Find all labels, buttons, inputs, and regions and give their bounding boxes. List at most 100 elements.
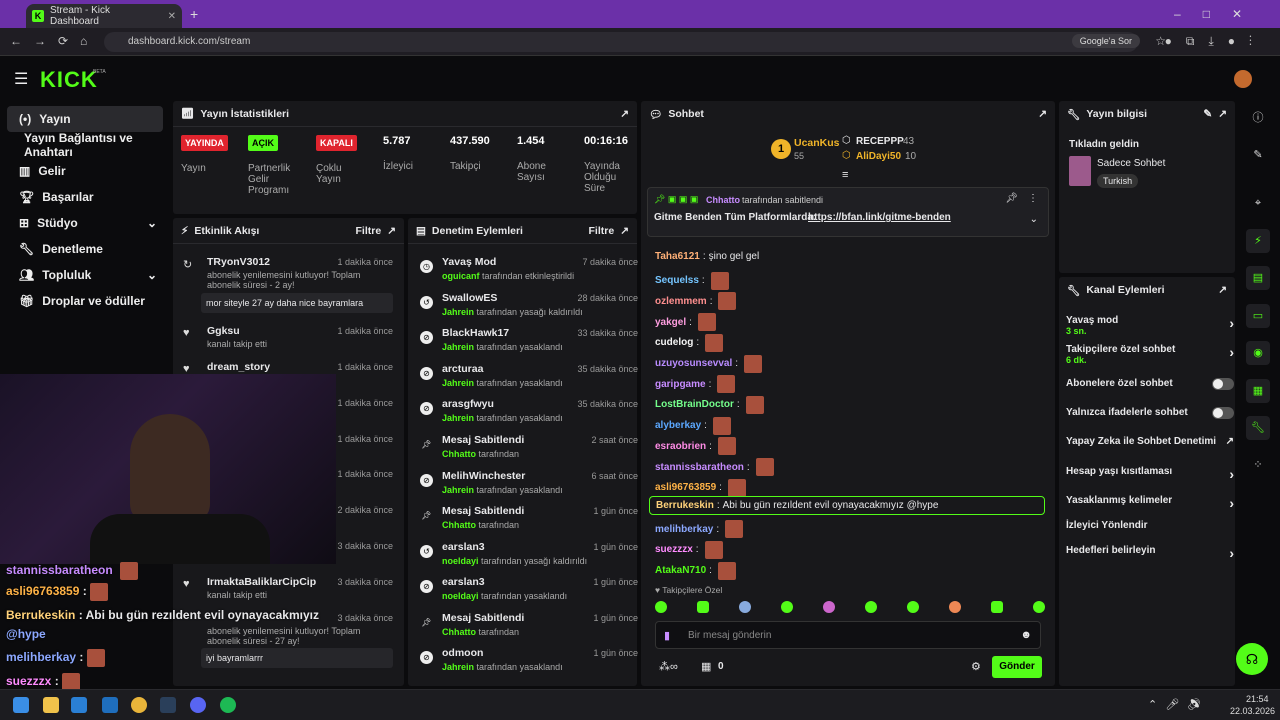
emote-icon[interactable] (991, 601, 1003, 613)
mod-target[interactable]: earslan3 (442, 576, 485, 588)
more-widgets-icon[interactable]: ⁘ (1253, 459, 1263, 471)
stream-tag[interactable]: Turkish (1097, 174, 1139, 188)
emote-icon[interactable] (739, 601, 751, 613)
event-user[interactable]: Ggksu (207, 325, 240, 337)
sidebar-item-stream-key[interactable]: Yayın Bağlantısı ve Anahtarı (7, 131, 163, 159)
action-account-age[interactable]: Hesap yaşı kısıtlaması › (1066, 466, 1234, 482)
chat-username[interactable]: esraobrien (655, 440, 707, 452)
collapse-leaderboard-icon[interactable]: ≡ (842, 169, 849, 181)
sidebar-item-denetleme[interactable]: 🔧︎ Denetleme (7, 236, 163, 262)
emote-icon[interactable] (655, 601, 667, 613)
emote-only-toggle[interactable] (1212, 407, 1234, 419)
mod-target[interactable]: BlackHawk17 (442, 327, 510, 339)
close-tab-icon[interactable]: ✕ (167, 10, 176, 22)
chat-username[interactable]: ozlemmem (655, 295, 707, 307)
hamburger-menu-icon[interactable]: ☰ (14, 71, 29, 88)
points-icon[interactable]: ⁂∞ (659, 661, 678, 673)
more-options-icon[interactable]: ⋮ (1028, 193, 1038, 204)
mod-actor[interactable]: noeldayi (442, 591, 479, 601)
chat-username[interactable]: Sequelss (655, 275, 699, 287)
chat-username[interactable]: yakgel (655, 316, 687, 328)
chat-input[interactable]: ▮ Bir mesaj gönderin ☻ (655, 621, 1041, 649)
mod-target[interactable]: arasgfwyu (442, 398, 494, 410)
leader-third-name[interactable]: AliDayi50 (856, 151, 902, 162)
mod-actor[interactable]: Jahrein (442, 307, 475, 317)
mod-actor[interactable]: Jahrein (442, 413, 475, 423)
popout-icon[interactable]: ↗ (620, 107, 629, 120)
stream-category[interactable]: Sadece Sohbet (1097, 158, 1166, 169)
avatar[interactable] (1234, 70, 1252, 88)
file-explorer-icon[interactable] (43, 697, 59, 713)
action-slow-mode[interactable]: Yavaş mod 3 sn. › (1066, 315, 1234, 339)
emote-icon[interactable] (697, 601, 709, 613)
system-tray-icons[interactable]: ⌃🎤︎🔊︎ (1148, 699, 1210, 711)
edit-icon[interactable]: ✎ (1203, 108, 1213, 120)
unpin-icon[interactable]: 📌︎ (1005, 193, 1018, 204)
popout-icon[interactable]: ↗ (1218, 284, 1227, 296)
mod-actor[interactable]: Jahrein (442, 342, 475, 352)
kick-logo[interactable]: KICK (40, 67, 98, 92)
steam-icon[interactable] (160, 697, 176, 713)
mod-actor[interactable]: Chhatto (442, 520, 476, 530)
chat-username[interactable]: garipgame (655, 378, 706, 390)
windows-start-icon[interactable] (13, 697, 29, 713)
lightning-icon[interactable]: ⚡︎ (1246, 229, 1270, 253)
sidebar-item-topluluk[interactable]: 👥︎ Topluluk ⌄ (7, 262, 163, 288)
mod-actor[interactable]: noeldayi (442, 556, 479, 566)
action-follower-only[interactable]: Takipçilere özel sohbet 6 dk. › (1066, 344, 1234, 368)
action-banned-words[interactable]: Yasaklanmış kelimeler › (1066, 495, 1234, 511)
sidebar-item-gelir[interactable]: ▥ Gelir (7, 158, 163, 184)
chat-username[interactable]: suezzzx (655, 544, 693, 556)
event-user[interactable]: TRyonV3012 (207, 256, 271, 268)
mod-target[interactable]: SwallowES (442, 292, 498, 304)
emote-icon[interactable] (907, 601, 919, 613)
sidebar-item-basarilar[interactable]: 🏆︎ Başarılar (7, 184, 163, 210)
wrench-icon[interactable]: 🔧︎ (1246, 416, 1270, 440)
chat-username[interactable]: AtakaN710 (655, 565, 707, 576)
send-button[interactable]: Gönder (992, 656, 1042, 678)
chat-bubble-icon[interactable]: ▭ (1246, 304, 1270, 328)
sidebar-item-droplar[interactable]: 🎁︎ Droplar ve ödüller (7, 288, 163, 314)
chat-username[interactable]: Taha6121 (655, 251, 700, 262)
chat-username[interactable]: uzuyosunsevval (655, 358, 733, 369)
chat-username[interactable]: LostBrainDoctor (655, 399, 734, 411)
popout-icon[interactable]: ↗ (387, 224, 396, 237)
discord-icon[interactable] (190, 697, 206, 713)
layout-icon[interactable]: ▦ (1246, 379, 1270, 403)
mod-actor[interactable]: Chhatto (442, 627, 476, 637)
gear-icon[interactable]: ⚙ (971, 661, 981, 673)
emote-icon[interactable] (823, 601, 835, 613)
sidebar-item-studyo[interactable]: ⊞ Stüdyo ⌄ (7, 210, 163, 236)
filter-button[interactable]: Filtre (355, 224, 382, 237)
emote-icon[interactable] (1033, 601, 1045, 613)
chat-username[interactable]: stannissbaratheon (655, 461, 744, 473)
new-tab-icon[interactable]: + (190, 6, 199, 22)
popout-icon[interactable]: ↗ (1038, 108, 1047, 120)
support-icon[interactable]: ☊ (1236, 643, 1268, 675)
spotify-icon[interactable] (220, 697, 236, 713)
pinned-by[interactable]: Chhatto (706, 195, 740, 205)
mod-target[interactable]: MelihWinchester (442, 470, 526, 482)
pinned-link[interactable]: https://bfan.link/gitme-benden (808, 212, 951, 223)
mod-target[interactable]: arcturaa (442, 363, 484, 375)
emote-icon[interactable] (865, 601, 877, 613)
mod-actor[interactable]: oguicanf (442, 271, 480, 281)
emoji-icon[interactable]: ☻ (1020, 629, 1032, 641)
chat-username[interactable]: Berrukeskin (656, 500, 714, 512)
mod-target[interactable]: odmoon (442, 647, 484, 659)
event-user[interactable]: IrmaktaBaliklarCipCip (207, 576, 317, 588)
info-icon[interactable]: ⓘ (1252, 112, 1264, 124)
window-controls[interactable]: –□✕ (1174, 7, 1264, 21)
chat-username[interactable]: cudelog (655, 337, 694, 349)
chrome-icon[interactable] (131, 697, 147, 713)
mod-target[interactable]: earslan3 (442, 541, 485, 553)
popout-icon[interactable]: ↗ (620, 224, 629, 237)
filter-button[interactable]: Filtre (588, 224, 615, 237)
mod-actor[interactable]: Jahrein (442, 662, 475, 672)
chat-username[interactable]: melihberkay (655, 523, 714, 535)
sub-only-toggle[interactable] (1212, 378, 1234, 390)
action-goals[interactable]: Hedefleri belirleyin › (1066, 545, 1234, 561)
store-app-icon[interactable] (71, 697, 87, 713)
action-ai-moderation[interactable]: Yapay Zeka ile Sohbet Denetimi ↗ (1066, 436, 1234, 450)
chat-username[interactable]: asli96763859 (655, 482, 717, 494)
